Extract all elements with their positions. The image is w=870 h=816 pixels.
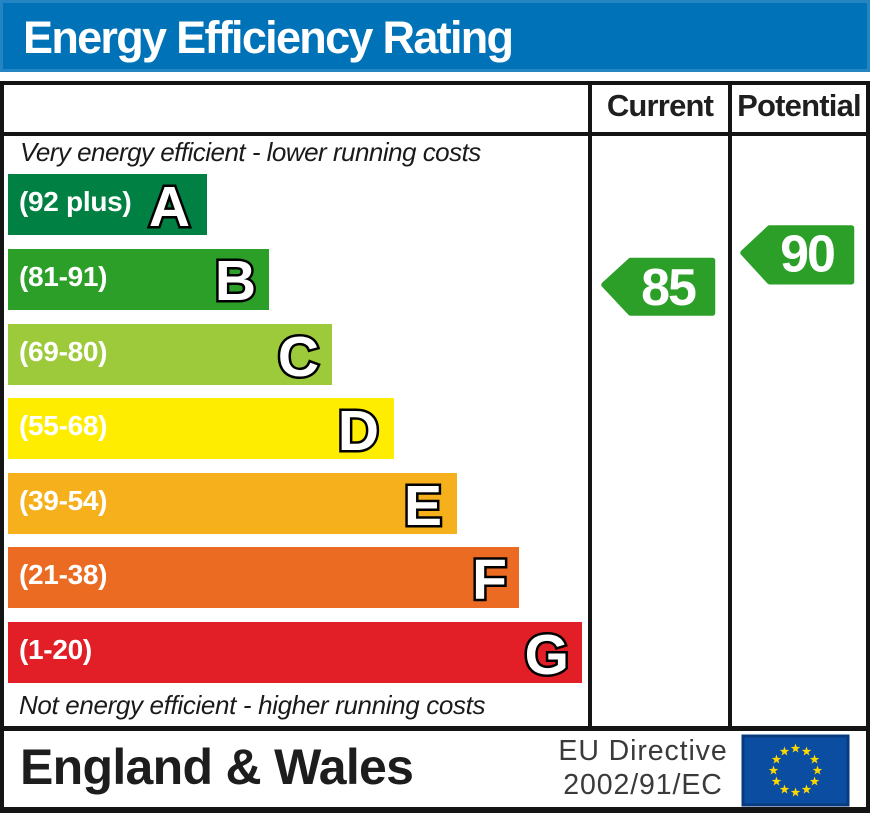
- svg-text:A: A: [149, 175, 190, 239]
- svg-text:E: E: [404, 474, 442, 538]
- svg-text:90: 90: [780, 226, 834, 284]
- svg-text:85: 85: [641, 259, 696, 317]
- svg-text:C: C: [278, 325, 319, 389]
- svg-text:F: F: [472, 548, 507, 612]
- svg-text:B: B: [215, 249, 256, 313]
- svg-text:D: D: [338, 399, 379, 463]
- svg-text:G: G: [525, 623, 569, 687]
